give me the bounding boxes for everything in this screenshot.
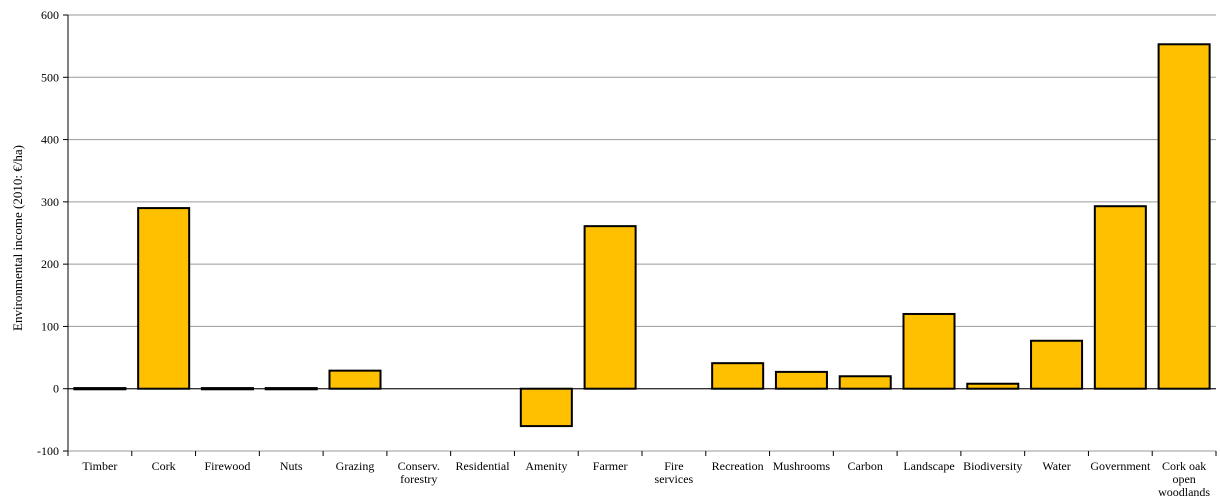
x-category-label: Cork oak open woodlands (1158, 459, 1210, 499)
x-category-label: Cork (152, 459, 176, 473)
x-category-label: Farmer (593, 459, 628, 473)
y-tick-labels: -100 0 100 200 300 400 500 600 (37, 8, 59, 458)
bar (200, 387, 254, 391)
x-category-label: Amenity (525, 459, 567, 473)
bar (1093, 205, 1147, 390)
x-category-label: Mushrooms (773, 459, 831, 473)
x-category-label: Carbon (848, 459, 883, 473)
y-tick-label: 300 (41, 195, 59, 209)
bar (838, 375, 892, 390)
x-category-label: Conserv. forestry (398, 459, 440, 486)
bar (583, 225, 637, 390)
bars (73, 43, 1211, 428)
bar (1030, 339, 1084, 390)
axes (63, 14, 1217, 456)
x-category-label: Fire services (655, 459, 694, 486)
x-category-label: Recreation (712, 459, 764, 473)
x-category-label: Grazing (336, 459, 375, 473)
bar (264, 387, 318, 391)
bar (711, 362, 765, 390)
y-tick-label: -100 (37, 444, 59, 458)
bar (328, 369, 382, 390)
bar (966, 382, 1020, 390)
y-tick-label: 400 (41, 133, 59, 147)
y-tick-label: 200 (41, 257, 59, 271)
x-category-label: Government (1090, 459, 1151, 473)
bar (1157, 43, 1211, 390)
y-tick-label: 100 (41, 319, 59, 333)
x-category-label: Nuts (280, 459, 303, 473)
bar (73, 387, 127, 391)
x-category-label: Timber (82, 459, 117, 473)
bar (902, 312, 956, 390)
y-axis-label: Environmental income (2010: €/ha) (10, 145, 25, 331)
y-tick-label: 600 (41, 8, 59, 22)
x-category-label: Residential (456, 459, 511, 473)
y-tick-label: 0 (53, 382, 59, 396)
y-tick-label: 500 (41, 70, 59, 84)
x-category-label: Biodiversity (963, 459, 1022, 473)
bar (519, 387, 573, 428)
x-category-label: Water (1042, 459, 1070, 473)
x-category-label: Landscape (903, 459, 954, 473)
x-category-label: Firewood (204, 459, 250, 473)
bar (137, 207, 191, 390)
x-category-labels: Timber Cork Firewood Nuts Grazing Conserv. for… (82, 459, 1210, 499)
bar (774, 370, 828, 390)
